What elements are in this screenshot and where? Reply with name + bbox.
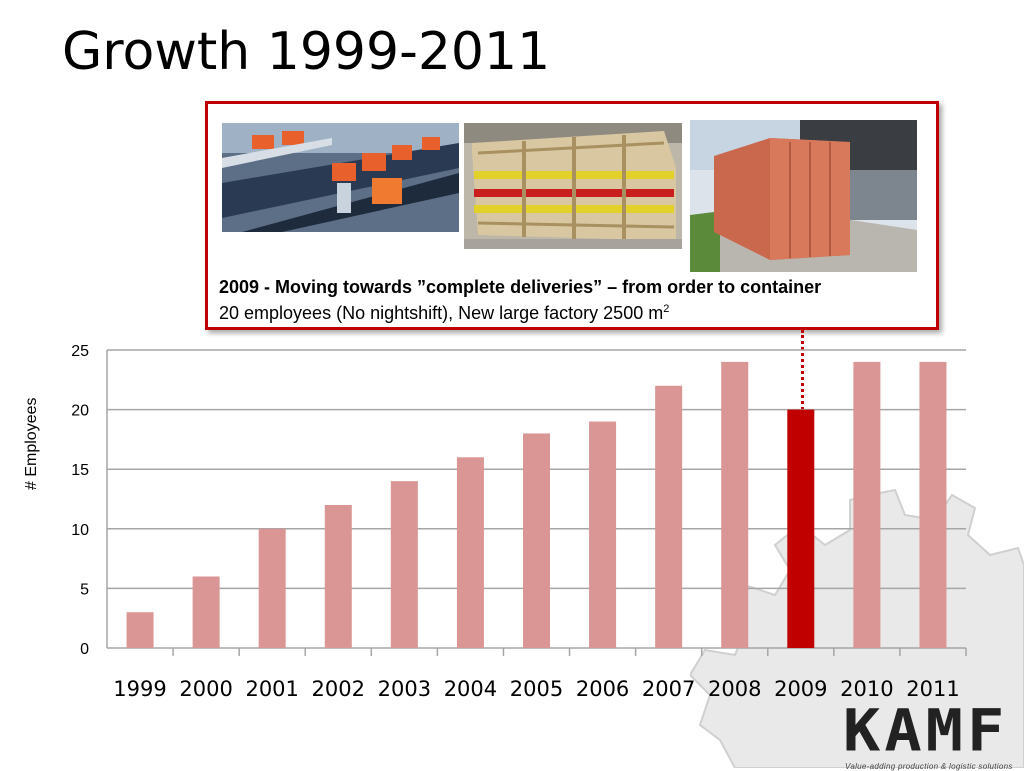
callout-body-text: 20 employees (No nightshift), New large … xyxy=(219,303,664,323)
x-tick-label: 2002 xyxy=(312,677,365,701)
bar-2011 xyxy=(919,361,947,648)
conveyor-photo xyxy=(222,123,459,232)
bar-2008 xyxy=(721,361,749,648)
callout-body: 20 employees (No nightshift), New large … xyxy=(219,303,669,324)
callout-connector-line xyxy=(801,330,804,410)
shipping-container-photo xyxy=(690,120,917,272)
callout-headline: 2009 - Moving towards ”complete deliveri… xyxy=(219,277,822,297)
callout-box: 2009 - Moving towards ”complete deliveri… xyxy=(205,101,939,330)
y-tick-label: 15 xyxy=(71,462,89,479)
x-tick-label: 2004 xyxy=(444,677,497,701)
bar-2002 xyxy=(324,504,352,648)
bar-2010 xyxy=(853,361,881,648)
y-tick-label: 0 xyxy=(80,641,89,658)
bar-2007 xyxy=(655,385,683,648)
x-tick-label: 2007 xyxy=(642,677,695,701)
x-tick-label: 2010 xyxy=(840,677,893,701)
bar-1999 xyxy=(126,612,154,648)
kamf-logo: KAMF Value-adding production & logistic … xyxy=(843,696,1013,771)
x-tick-label: 2009 xyxy=(774,677,827,701)
bar-2003 xyxy=(390,481,418,648)
x-tick-label: 2003 xyxy=(378,677,431,701)
y-tick-label: 5 xyxy=(80,581,89,598)
bar-2005 xyxy=(523,433,550,648)
logo-tagline: Value-adding production & logistic solut… xyxy=(845,762,1013,771)
bars xyxy=(126,361,947,648)
logo-name: KAMF xyxy=(843,696,1009,765)
x-tick-label: 2000 xyxy=(179,677,232,701)
bar-2004 xyxy=(456,457,484,648)
bar-chart: 0 5 10 15 20 25 1999 2000 2001 2002 2003 2004 2005 20… xyxy=(71,343,967,701)
x-tick-label: 2001 xyxy=(245,677,298,701)
bar-2006 xyxy=(589,421,617,648)
slide-title: Growth 1999-2011 xyxy=(62,22,551,82)
y-tick-label: 10 xyxy=(71,522,89,539)
callout-body-superscript: 2 xyxy=(663,303,670,315)
bar-2009 xyxy=(787,409,815,648)
y-tick-label: 25 xyxy=(71,343,89,360)
tick-labels: 0 5 10 15 20 25 1999 2000 2001 2002 2003 2004 2005 20… xyxy=(71,343,959,701)
x-tick-label: 1999 xyxy=(113,677,166,701)
x-tick-label: 2008 xyxy=(708,677,761,701)
x-tick-label: 2006 xyxy=(576,677,629,701)
bar-2001 xyxy=(258,528,286,648)
x-tick-label: 2011 xyxy=(906,677,959,701)
bar-2000 xyxy=(192,576,220,648)
wooden-crate-photo xyxy=(464,123,682,249)
y-tick-label: 20 xyxy=(71,403,89,420)
x-tick-label: 2005 xyxy=(510,677,563,701)
